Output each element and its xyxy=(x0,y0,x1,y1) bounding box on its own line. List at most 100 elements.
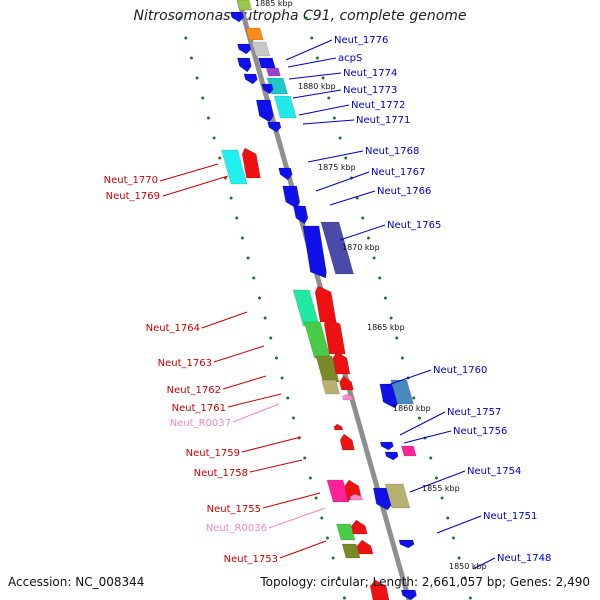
gene-label-neut-1768: Neut_1768 xyxy=(365,146,419,157)
tick-dot-outer xyxy=(310,36,314,40)
gene-label-neut-1753: Neut_1753 xyxy=(224,554,278,565)
tick-dot-inner xyxy=(291,416,295,420)
tick-label-layer: 1885 kbp 1880 kbp 1875 kbp 1870 kbp 1865… xyxy=(255,0,487,571)
leader-line xyxy=(302,119,355,125)
gene-label-layer: Neut_1776 acpS Neut_1774 Neut_1773 Neut_… xyxy=(104,35,552,565)
genome-summary-text: Topology: circular; Length: 2,661,057 bp… xyxy=(260,575,590,589)
gene-glyph xyxy=(255,99,274,123)
leader-line xyxy=(292,89,342,99)
tick-dot-inner xyxy=(178,16,182,20)
gene-layer xyxy=(221,0,417,600)
gene-glyph xyxy=(314,285,337,323)
gene-glyph xyxy=(369,579,390,600)
tick-dot-inner xyxy=(252,276,256,280)
tick-dot-inner xyxy=(337,576,341,580)
leader-line xyxy=(201,311,248,329)
tick-label-1860: 1860 kbp xyxy=(393,404,431,413)
leader-line xyxy=(315,171,370,192)
gene-glyph xyxy=(336,523,356,541)
tick-dot-layer xyxy=(178,16,472,600)
tick-dot-outer xyxy=(327,96,331,100)
tick-dot-inner xyxy=(308,476,312,480)
gene-label-neut-1772: Neut_1772 xyxy=(351,100,405,111)
tick-dot-outer xyxy=(457,556,461,560)
gene-label-neut-1763: Neut_1763 xyxy=(158,358,212,369)
gene-label-neut-1754: Neut_1754 xyxy=(467,466,521,477)
leader-line-layer xyxy=(159,39,496,570)
gene-glyph xyxy=(333,423,344,431)
leader-line xyxy=(279,540,327,559)
tick-dot-inner xyxy=(325,536,329,540)
gene-label-neut-1751: Neut_1751 xyxy=(483,511,537,522)
tick-dot-inner xyxy=(246,256,250,260)
tick-dot-outer xyxy=(395,336,399,340)
leader-line xyxy=(232,403,280,423)
leader-line xyxy=(213,345,265,363)
gene-glyph xyxy=(356,539,374,555)
leader-line xyxy=(241,436,302,453)
tick-dot-outer xyxy=(412,396,416,400)
gene-label-neut-1761: Neut_1761 xyxy=(172,403,226,414)
gene-glyph xyxy=(342,393,354,401)
gene-label-neut-1757: Neut_1757 xyxy=(447,407,501,418)
tick-dot-inner xyxy=(206,116,210,120)
gene-glyph xyxy=(293,205,309,225)
gene-glyph xyxy=(236,0,253,11)
leader-line xyxy=(249,459,303,473)
gene-glyph xyxy=(251,41,271,57)
leader-line xyxy=(436,515,482,534)
tick-dot-inner xyxy=(274,356,278,360)
tick-dot-outer xyxy=(451,536,455,540)
tick-dot-inner xyxy=(212,136,216,140)
gene-label-neut-1767: Neut_1767 xyxy=(371,167,425,178)
gene-glyph xyxy=(241,147,261,179)
tick-dot-inner xyxy=(320,516,324,520)
gene-label-neut-1766: Neut_1766 xyxy=(377,186,431,197)
tick-dot-inner xyxy=(314,496,318,500)
leader-line xyxy=(162,175,229,197)
gene-label-neut-1759: Neut_1759 xyxy=(186,448,240,459)
gene-glyph xyxy=(282,185,301,209)
tick-dot-inner xyxy=(218,156,222,160)
gene-label-neut-1774: Neut_1774 xyxy=(343,68,397,79)
gene-glyph xyxy=(237,43,252,55)
gene-label-neut-1760: Neut_1760 xyxy=(433,365,487,376)
leader-line xyxy=(403,430,452,444)
tick-dot-outer xyxy=(468,596,472,600)
gene-label-neut-1756: Neut_1756 xyxy=(453,426,507,437)
gene-label-neut-1773: Neut_1773 xyxy=(343,85,397,96)
tick-dot-outer xyxy=(344,156,348,160)
tick-dot-inner xyxy=(257,296,261,300)
gene-glyph xyxy=(261,83,274,95)
gene-label-neut-1748: Neut_1748 xyxy=(497,553,551,564)
gene-label-neut-1762: Neut_1762 xyxy=(167,385,221,396)
leader-line xyxy=(159,163,219,182)
gene-label-neut-1776: Neut_1776 xyxy=(334,35,388,46)
tick-dot-inner xyxy=(342,596,346,600)
tick-dot-outer xyxy=(304,16,308,20)
gene-glyph xyxy=(245,27,264,41)
tick-label-1885: 1885 kbp xyxy=(255,0,293,8)
tick-dot-outer xyxy=(400,356,404,360)
map-title: Nitrosomonas eutropha C91, complete geno… xyxy=(133,8,467,24)
tick-dot-outer xyxy=(383,296,387,300)
tick-dot-outer xyxy=(446,516,450,520)
gene-glyph xyxy=(341,543,361,559)
gene-glyph xyxy=(302,225,327,279)
gene-glyph xyxy=(278,167,293,181)
gene-glyph xyxy=(349,493,364,501)
tick-dot-outer xyxy=(332,116,336,120)
gene-label-neut-1771: Neut_1771 xyxy=(356,115,410,126)
gene-label-neut-1770: Neut_1770 xyxy=(104,175,158,186)
gene-label-acps: acpS xyxy=(338,53,362,64)
gene-glyph xyxy=(401,445,417,457)
gene-label-neut-r0036: Neut_R0036 xyxy=(206,523,267,534)
tick-dot-outer xyxy=(366,236,370,240)
gene-glyph xyxy=(243,73,258,85)
tick-dot-inner xyxy=(240,236,244,240)
tick-label-1870: 1870 kbp xyxy=(342,243,380,252)
leader-line xyxy=(472,557,496,570)
gene-glyph xyxy=(320,221,354,275)
tick-dot-outer xyxy=(389,316,393,320)
